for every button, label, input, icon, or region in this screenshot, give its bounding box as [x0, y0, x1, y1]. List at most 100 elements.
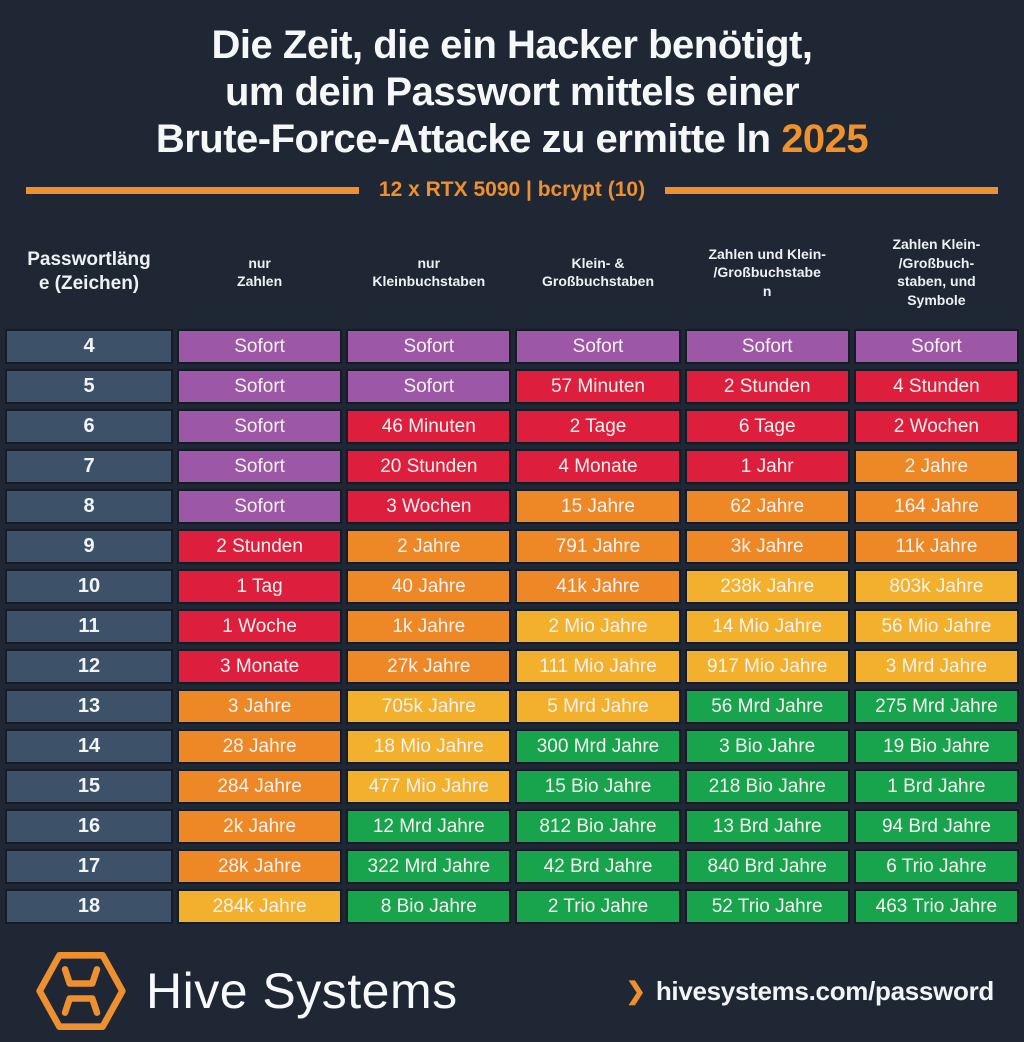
crack-time-cell-len14-col5: 19 Bio Jahre: [853, 729, 1019, 765]
crack-time-cell-len17-col2: 322 Mrd Jahre: [346, 849, 512, 885]
crack-time-cell-len10-col4: 238k Jahre: [684, 569, 850, 605]
subtitle-left-bar: [26, 186, 359, 194]
crack-time-cell-len13-col2: 705k Jahre: [346, 689, 512, 725]
crack-time-cell-len5-col3: 57 Minuten: [515, 369, 681, 405]
crack-time-cell-len12-col2: 27k Jahre: [346, 649, 512, 685]
page-title: Die Zeit, die ein Hacker benötigt, um de…: [0, 0, 1024, 162]
crack-time-cell-len7-col2: 20 Stunden: [346, 449, 512, 485]
crack-time-cell-len11-col2: 1k Jahre: [346, 609, 512, 645]
crack-time-cell-len4-col5: Sofort: [853, 329, 1019, 365]
crack-time-cell-len11-col3: 2 Mio Jahre: [515, 609, 681, 645]
crack-time-cell-len13-col4: 56 Mrd Jahre: [684, 689, 850, 725]
row-length-10: 10: [5, 569, 173, 605]
crack-time-cell-len18-col5: 463 Trio Jahre: [853, 889, 1019, 925]
crack-time-cell-len9-col3: 791 Jahre: [515, 529, 681, 565]
hive-systems-logo-icon: [36, 952, 126, 1031]
crack-time-cell-len10-col2: 40 Jahre: [346, 569, 512, 605]
website-reference: ❯ hivesystems.com/password: [625, 975, 995, 1007]
crack-time-cell-len16-col1: 2k Jahre: [177, 809, 343, 845]
crack-time-cell-len11-col5: 56 Mio Jahre: [853, 609, 1019, 645]
crack-time-cell-len18-col4: 52 Trio Jahre: [684, 889, 850, 925]
crack-time-cell-len14-col2: 18 Mio Jahre: [346, 729, 512, 765]
crack-time-cell-len7-col1: Sofort: [177, 449, 343, 485]
crack-time-cell-len18-col2: 8 Bio Jahre: [346, 889, 512, 925]
crack-time-cell-len4-col2: Sofort: [346, 329, 512, 365]
crack-time-cell-len16-col2: 12 Mrd Jahre: [346, 809, 512, 845]
crack-time-cell-len6-col3: 2 Tage: [515, 409, 681, 445]
row-length-9: 9: [5, 529, 173, 565]
crack-time-cell-len6-col5: 2 Wochen: [853, 409, 1019, 445]
crack-time-cell-len4-col4: Sofort: [684, 329, 850, 365]
row-length-5: 5: [5, 369, 173, 405]
row-length-18: 18: [5, 889, 173, 925]
crack-time-cell-len10-col5: 803k Jahre: [853, 569, 1019, 605]
crack-time-cell-len7-col4: 1 Jahr: [684, 449, 850, 485]
crack-time-cell-len17-col4: 840 Brd Jahre: [684, 849, 850, 885]
column-header-1: nur Zahlen: [237, 254, 283, 290]
subtitle-text: 12 x RTX 5090 | bcrypt (10): [378, 178, 646, 202]
crack-time-cell-len15-col5: 1 Brd Jahre: [853, 769, 1019, 805]
crack-time-cell-len8-col3: 15 Jahre: [515, 489, 681, 525]
crack-time-cell-len4-col3: Sofort: [515, 329, 681, 365]
footer: Hive Systems ❯ hivesystems.com/password: [34, 940, 994, 1042]
title-year: 2025: [781, 116, 869, 161]
crack-time-cell-len15-col4: 218 Bio Jahre: [684, 769, 850, 805]
crack-time-cell-len13-col5: 275 Mrd Jahre: [853, 689, 1019, 725]
crack-time-cell-len14-col4: 3 Bio Jahre: [684, 729, 850, 765]
crack-time-cell-len16-col5: 94 Brd Jahre: [853, 809, 1019, 845]
row-length-8: 8: [5, 489, 173, 525]
crack-time-cell-len4-col1: Sofort: [177, 329, 343, 365]
brand: Hive Systems: [34, 944, 458, 1038]
crack-time-cell-len17-col5: 6 Trio Jahre: [853, 849, 1019, 885]
row-length-16: 16: [5, 809, 173, 845]
row-length-12: 12: [5, 649, 173, 685]
subtitle-right-bar: [665, 186, 999, 194]
row-length-17: 17: [5, 849, 173, 885]
brand-name: Hive Systems: [146, 963, 458, 1020]
crack-time-cell-len10-col1: 1 Tag: [177, 569, 343, 605]
crack-time-cell-len16-col4: 13 Brd Jahre: [684, 809, 850, 845]
crack-time-cell-len12-col5: 3 Mrd Jahre: [853, 649, 1019, 685]
crack-time-cell-len8-col1: Sofort: [177, 489, 343, 525]
row-length-15: 15: [5, 769, 173, 805]
crack-time-cell-len14-col1: 28 Jahre: [177, 729, 343, 765]
crack-time-cell-len12-col4: 917 Mio Jahre: [684, 649, 850, 685]
crack-time-cell-len14-col3: 300 Mrd Jahre: [515, 729, 681, 765]
crack-time-cell-len12-col1: 3 Monate: [177, 649, 343, 685]
crack-time-cell-len5-col1: Sofort: [177, 369, 343, 405]
column-header-5: Zahlen Klein- /Großbuch- staben, und Sym…: [892, 236, 981, 308]
website-url: hivesystems.com/password: [655, 975, 994, 1006]
row-length-6: 6: [5, 409, 173, 445]
row-length-4: 4: [5, 329, 173, 365]
crack-time-cell-len15-col1: 284 Jahre: [177, 769, 343, 805]
column-header-4: Zahlen und Klein- /Großbuchstabe n: [708, 245, 826, 299]
chevron-right-icon: ❯: [625, 977, 646, 1005]
column-header-3: Klein- & Großbuchstaben: [541, 254, 654, 290]
crack-time-cell-len15-col2: 477 Mio Jahre: [346, 769, 512, 805]
title-line-1: Die Zeit, die ein Hacker benötigt,: [211, 23, 813, 67]
row-length-7: 7: [5, 449, 173, 485]
crack-time-cell-len8-col4: 62 Jahre: [684, 489, 850, 525]
crack-time-cell-len13-col1: 3 Jahre: [177, 689, 343, 725]
crack-time-cell-len12-col3: 111 Mio Jahre: [515, 649, 681, 685]
crack-time-cell-len11-col4: 14 Mio Jahre: [684, 609, 850, 645]
title-line-3: Brute-Force-Attacke zu ermitte ln 2025: [155, 116, 869, 161]
crack-time-cell-len8-col2: 3 Wochen: [346, 489, 512, 525]
crack-time-cell-len9-col4: 3k Jahre: [684, 529, 850, 565]
crack-time-cell-len7-col3: 4 Monate: [515, 449, 681, 485]
row-length-14: 14: [5, 729, 173, 765]
row-length-13: 13: [5, 689, 173, 725]
crack-time-cell-len9-col5: 11k Jahre: [853, 529, 1019, 565]
crack-time-cell-len6-col1: Sofort: [177, 409, 343, 445]
crack-time-cell-len15-col3: 15 Bio Jahre: [515, 769, 681, 805]
crack-time-cell-len11-col1: 1 Woche: [177, 609, 343, 645]
crack-time-cell-len16-col3: 812 Bio Jahre: [515, 809, 681, 845]
crack-time-cell-len7-col5: 2 Jahre: [853, 449, 1019, 485]
crack-time-cell-len8-col5: 164 Jahre: [853, 489, 1019, 525]
crack-time-cell-len6-col4: 6 Tage: [684, 409, 850, 445]
hardware-subtitle: 12 x RTX 5090 | bcrypt (10): [26, 178, 999, 202]
crack-time-cell-len9-col2: 2 Jahre: [346, 529, 512, 565]
crack-time-cell-len13-col3: 5 Mrd Jahre: [515, 689, 681, 725]
crack-time-cell-len18-col3: 2 Trio Jahre: [515, 889, 681, 925]
